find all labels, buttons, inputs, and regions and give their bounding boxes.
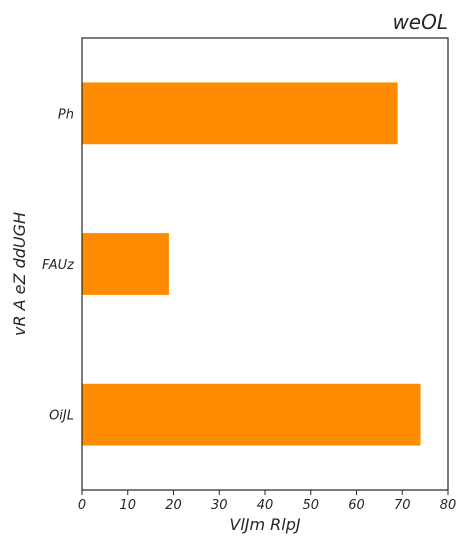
- x-tick-label: 70: [394, 498, 411, 513]
- bar-Ph: [82, 82, 398, 145]
- bars-layer: [82, 82, 421, 446]
- x-tick-label: 40: [257, 498, 274, 513]
- y-tick-label: FAUz: [42, 258, 75, 273]
- x-tick-label: 0: [78, 498, 86, 513]
- x-tick-label: 80: [440, 498, 457, 513]
- y-axis-label: vR A eZ ddUGH: [10, 212, 29, 336]
- x-tick-label: 20: [165, 498, 182, 513]
- bar-FAUz: [82, 233, 169, 295]
- y-tick-label: Ph: [58, 107, 74, 122]
- x-tick-label: 50: [302, 498, 319, 513]
- y-tick-label: OiJL: [49, 409, 74, 424]
- x-tick-label: 60: [348, 498, 365, 513]
- chart-title: weOL: [392, 10, 448, 34]
- y-ticks: Ph FAUz OiJL: [42, 107, 75, 423]
- x-axis-label: VlJm RlpJ: [229, 515, 301, 534]
- x-ticks: 0 10 20 30 40 50 60 70 80: [78, 490, 456, 513]
- bar-OiJL: [82, 383, 421, 446]
- x-tick-label: 30: [211, 498, 228, 513]
- x-tick-label: 10: [119, 498, 136, 513]
